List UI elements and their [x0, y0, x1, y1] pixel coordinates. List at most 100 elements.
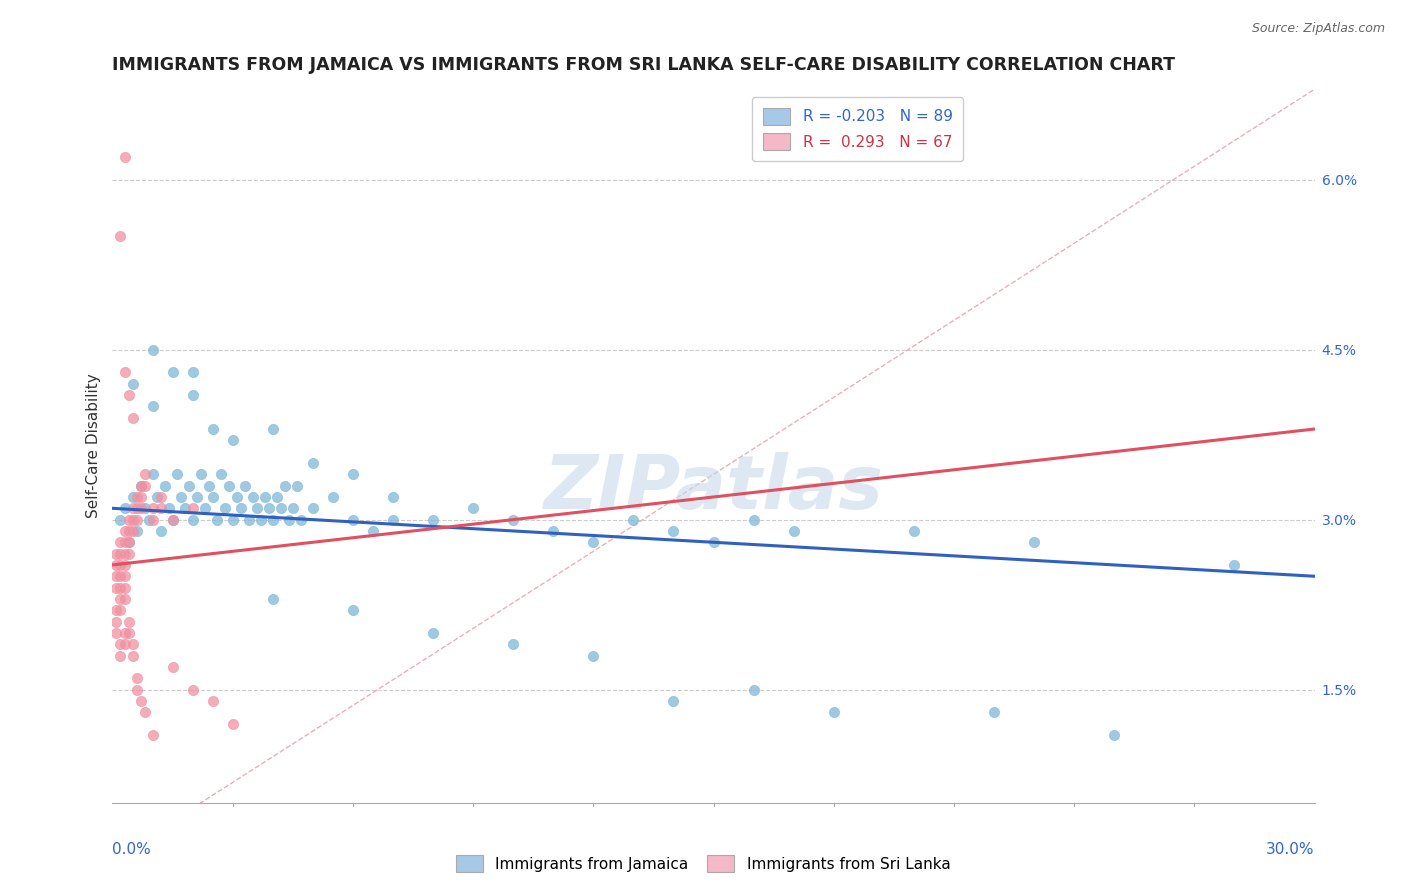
Point: [125, 501, 148, 516]
Text: Source: ZipAtlas.com: Source: ZipAtlas.com: [1251, 22, 1385, 36]
Point: [114, 365, 136, 379]
Point: [201, 694, 224, 708]
Point: [181, 513, 204, 527]
Point: [145, 490, 167, 504]
Point: [134, 467, 156, 482]
Point: [110, 535, 132, 549]
Point: [149, 490, 172, 504]
Point: [114, 637, 136, 651]
Point: [201, 422, 224, 436]
Point: [782, 524, 804, 538]
Point: [277, 513, 299, 527]
Point: [181, 365, 204, 379]
Point: [105, 626, 128, 640]
Point: [181, 501, 204, 516]
Point: [502, 513, 524, 527]
Point: [181, 682, 204, 697]
Point: [114, 150, 136, 164]
Point: [110, 637, 132, 651]
Point: [125, 682, 148, 697]
Point: [117, 513, 139, 527]
Point: [117, 524, 139, 538]
Point: [702, 535, 725, 549]
Point: [342, 467, 364, 482]
Point: [141, 728, 163, 742]
Point: [1223, 558, 1246, 572]
Point: [502, 637, 524, 651]
Point: [134, 705, 156, 719]
Point: [262, 591, 284, 606]
Text: IMMIGRANTS FROM JAMAICA VS IMMIGRANTS FROM SRI LANKA SELF-CARE DISABILITY CORREL: IMMIGRANTS FROM JAMAICA VS IMMIGRANTS FR…: [112, 56, 1175, 74]
Point: [742, 513, 765, 527]
Point: [121, 524, 143, 538]
Point: [110, 513, 132, 527]
Point: [134, 501, 156, 516]
Point: [290, 513, 312, 527]
Point: [253, 490, 276, 504]
Point: [246, 501, 269, 516]
Point: [121, 648, 143, 663]
Point: [129, 490, 152, 504]
Point: [422, 513, 444, 527]
Point: [138, 513, 160, 527]
Point: [181, 388, 204, 402]
Point: [114, 535, 136, 549]
Point: [166, 467, 188, 482]
Point: [266, 490, 288, 504]
Point: [125, 490, 148, 504]
Point: [342, 603, 364, 617]
Point: [249, 513, 271, 527]
Point: [105, 569, 128, 583]
Point: [285, 478, 308, 492]
Point: [129, 478, 152, 492]
Point: [114, 591, 136, 606]
Point: [141, 513, 163, 527]
Point: [110, 229, 132, 244]
Point: [121, 376, 143, 391]
Point: [222, 513, 245, 527]
Point: [110, 581, 132, 595]
Point: [173, 501, 195, 516]
Point: [162, 513, 184, 527]
Point: [125, 671, 148, 685]
Point: [110, 558, 132, 572]
Point: [114, 626, 136, 640]
Point: [114, 581, 136, 595]
Point: [218, 478, 240, 492]
Point: [322, 490, 344, 504]
Point: [662, 524, 685, 538]
Point: [110, 547, 132, 561]
Point: [382, 513, 405, 527]
Point: [177, 478, 200, 492]
Point: [129, 501, 152, 516]
Point: [281, 501, 304, 516]
Point: [110, 603, 132, 617]
Point: [162, 513, 184, 527]
Point: [114, 501, 136, 516]
Point: [169, 490, 191, 504]
Point: [242, 490, 264, 504]
Point: [201, 490, 224, 504]
Point: [205, 513, 228, 527]
Point: [117, 626, 139, 640]
Point: [121, 501, 143, 516]
Point: [141, 467, 163, 482]
Point: [121, 513, 143, 527]
Point: [125, 513, 148, 527]
Point: [105, 547, 128, 561]
Point: [129, 478, 152, 492]
Text: 0.0%: 0.0%: [112, 842, 152, 857]
Point: [229, 501, 252, 516]
Point: [262, 513, 284, 527]
Point: [582, 535, 605, 549]
Point: [662, 694, 685, 708]
Point: [129, 694, 152, 708]
Point: [117, 547, 139, 561]
Point: [162, 660, 184, 674]
Point: [149, 501, 172, 516]
Point: [125, 524, 148, 538]
Point: [302, 501, 325, 516]
Point: [214, 501, 236, 516]
Legend: R = -0.203   N = 89, R =  0.293   N = 67: R = -0.203 N = 89, R = 0.293 N = 67: [752, 97, 963, 161]
Point: [153, 478, 176, 492]
